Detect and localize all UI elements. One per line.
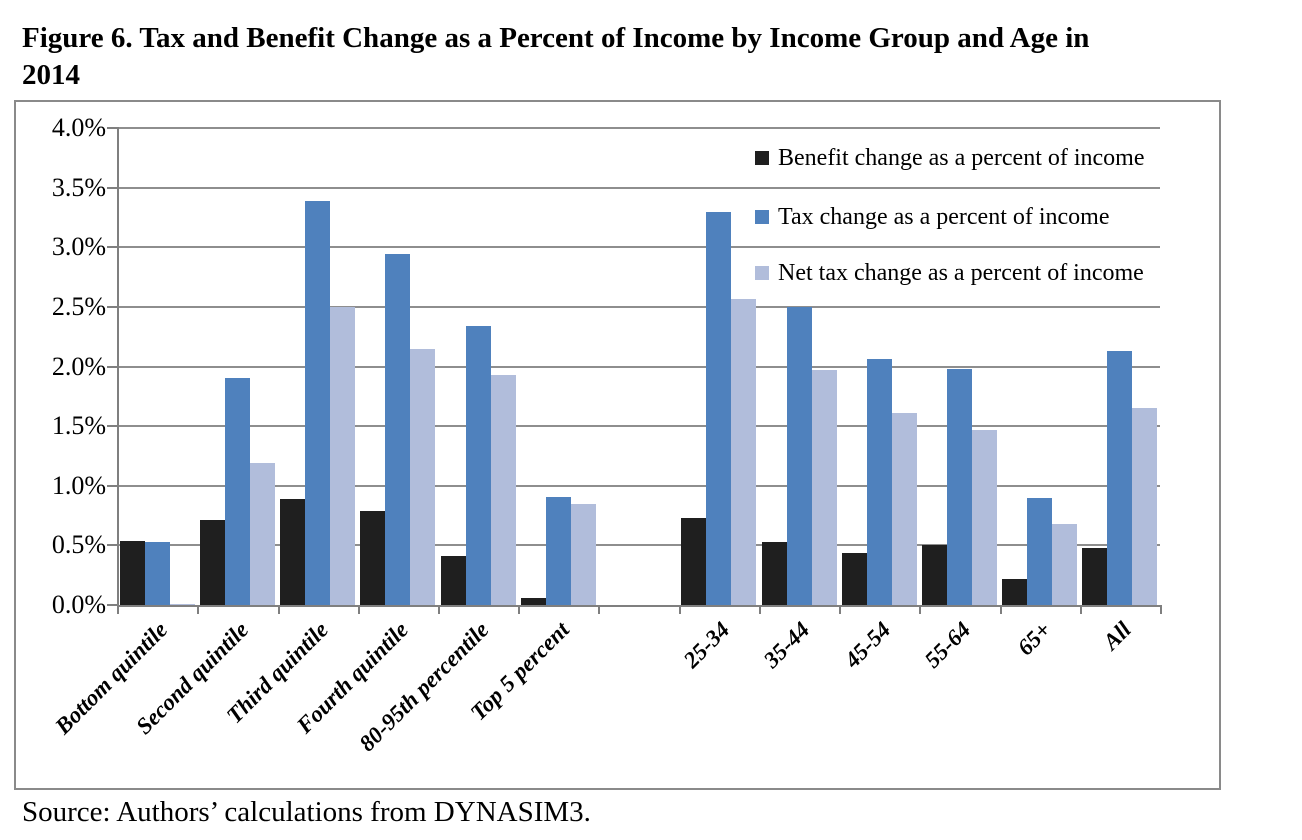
bar-tax-65 bbox=[1027, 497, 1053, 605]
chart-frame: 0.0% 0.5% 1.0% 1.5% 2.0% 2.5% 3.0% 3.5% 4.0% Bott… bbox=[14, 100, 1221, 790]
y-axis-tick bbox=[107, 186, 119, 189]
bar-tax-all bbox=[1107, 351, 1133, 605]
x-axis-tick bbox=[518, 605, 521, 614]
x-category-label-65: 65+ bbox=[1012, 617, 1056, 661]
legend-item-tax: Tax change as a percent of income bbox=[755, 203, 1110, 231]
bar-tax-55-64 bbox=[946, 368, 972, 605]
x-axis-tick bbox=[758, 605, 761, 614]
x-category-label-55-64: 55-64 bbox=[919, 617, 976, 673]
y-axis-tick bbox=[107, 305, 119, 308]
bar-net-fourth-quintile bbox=[410, 348, 436, 605]
gridline bbox=[117, 544, 1160, 547]
y-axis-tick bbox=[107, 604, 119, 606]
x-axis-tick bbox=[999, 605, 1002, 614]
figure-title-line-1: Figure 6. Tax and Benefit Change as a Pe… bbox=[22, 22, 1090, 54]
y-axis bbox=[117, 128, 119, 613]
x-category-label-35-44: 35-44 bbox=[759, 617, 815, 673]
bar-net-top-5-percent bbox=[570, 503, 596, 605]
y-axis-tick bbox=[107, 127, 119, 129]
x-axis-tick bbox=[919, 605, 922, 614]
x-axis-tick bbox=[839, 605, 842, 614]
x-axis-tick bbox=[598, 605, 601, 614]
bar-net-bottom-quintile bbox=[169, 603, 195, 605]
bar-tax-second-quintile bbox=[224, 378, 250, 605]
bar-net-55-64 bbox=[971, 429, 997, 605]
legend-item-net: Net tax change as a percent of income bbox=[755, 259, 1144, 287]
y-tick-label-1-0: 1.0% bbox=[51, 470, 106, 500]
gridline bbox=[117, 484, 1160, 487]
x-axis-tick bbox=[357, 605, 360, 614]
gridline bbox=[117, 186, 1160, 189]
bar-net-25-34 bbox=[731, 298, 757, 605]
bar-net-35-44 bbox=[811, 370, 837, 605]
y-axis-tick bbox=[107, 544, 119, 547]
bar-benefit-third-quintile bbox=[280, 498, 306, 605]
bar-tax-25-34 bbox=[706, 211, 732, 605]
y-tick-label-3-5: 3.5% bbox=[51, 172, 106, 202]
y-tick-label-4-0: 4.0% bbox=[51, 113, 106, 142]
bar-net-80-95th-percentile bbox=[490, 374, 516, 605]
y-axis-tick bbox=[107, 365, 119, 368]
bar-tax-80-95th-percentile bbox=[465, 326, 491, 605]
x-axis-tick bbox=[1079, 605, 1082, 614]
y-tick-label-1-5: 1.5% bbox=[51, 411, 106, 441]
legend-swatch-benefit-icon bbox=[755, 151, 769, 165]
x-axis-tick bbox=[277, 605, 280, 614]
bar-benefit-all bbox=[1082, 547, 1108, 605]
x-axis-tick bbox=[437, 605, 440, 614]
figure-title: Figure 6. Tax and Benefit Change as a Pe… bbox=[22, 20, 1296, 94]
gridline bbox=[117, 365, 1160, 368]
bar-net-second-quintile bbox=[249, 463, 275, 605]
y-tick-label-2-0: 2.0% bbox=[51, 351, 106, 381]
y-axis-tick bbox=[107, 484, 119, 487]
legend-swatch-tax-icon bbox=[755, 210, 769, 224]
gridline bbox=[117, 305, 1160, 308]
y-tick-label-0-0: 0.0% bbox=[51, 590, 106, 619]
x-axis bbox=[117, 605, 1162, 607]
legend-label-tax: Tax change as a percent of income bbox=[778, 203, 1110, 230]
figure-title-line-2: 2014 bbox=[22, 59, 80, 92]
bar-benefit-bottom-quintile bbox=[119, 540, 145, 605]
bar-net-65 bbox=[1052, 523, 1078, 605]
bar-benefit-second-quintile bbox=[199, 520, 225, 605]
bar-tax-bottom-quintile bbox=[144, 541, 170, 605]
legend-label-net: Net tax change as a percent of income bbox=[778, 259, 1144, 286]
bar-net-all bbox=[1132, 408, 1158, 605]
bar-benefit-55-64 bbox=[921, 545, 947, 605]
bar-benefit-fourth-quintile bbox=[360, 510, 386, 605]
bar-tax-third-quintile bbox=[305, 200, 331, 605]
source-note: Source: Authors’ calculations from DYNAS… bbox=[22, 796, 591, 828]
legend-item-benefit: Benefit change as a percent of income bbox=[755, 144, 1145, 172]
y-tick-label-3-0: 3.0% bbox=[51, 232, 106, 262]
x-axis-tick bbox=[1160, 605, 1162, 614]
legend-label-benefit: Benefit change as a percent of income bbox=[778, 144, 1145, 171]
bar-tax-45-54 bbox=[866, 359, 892, 605]
y-tick-label-0-5: 0.5% bbox=[51, 530, 106, 560]
gridline bbox=[117, 425, 1160, 428]
x-axis-tick bbox=[197, 605, 200, 614]
bar-tax-fourth-quintile bbox=[385, 254, 411, 605]
bar-benefit-top-5-percent bbox=[520, 597, 546, 605]
bar-benefit-65 bbox=[1002, 578, 1028, 605]
y-axis-tick bbox=[107, 425, 119, 428]
bar-tax-top-5-percent bbox=[545, 496, 571, 605]
bar-net-third-quintile bbox=[330, 306, 356, 605]
bar-benefit-25-34 bbox=[681, 517, 707, 605]
legend-swatch-net-icon bbox=[755, 266, 769, 280]
x-category-label-45-54: 45-54 bbox=[839, 617, 895, 673]
x-category-label-25-34: 25-34 bbox=[678, 617, 735, 673]
bar-tax-35-44 bbox=[786, 306, 812, 605]
x-category-label-all: All bbox=[1098, 617, 1136, 655]
y-tick-label-2-5: 2.5% bbox=[51, 291, 106, 321]
gridline bbox=[117, 246, 1160, 249]
bar-benefit-35-44 bbox=[761, 541, 787, 605]
bar-benefit-80-95th-percentile bbox=[440, 556, 466, 605]
gridline bbox=[117, 127, 1160, 129]
bar-net-45-54 bbox=[891, 413, 917, 605]
y-axis-tick bbox=[107, 246, 119, 249]
x-axis-tick bbox=[117, 605, 119, 614]
bar-benefit-45-54 bbox=[841, 552, 867, 605]
x-axis-tick bbox=[678, 605, 681, 614]
